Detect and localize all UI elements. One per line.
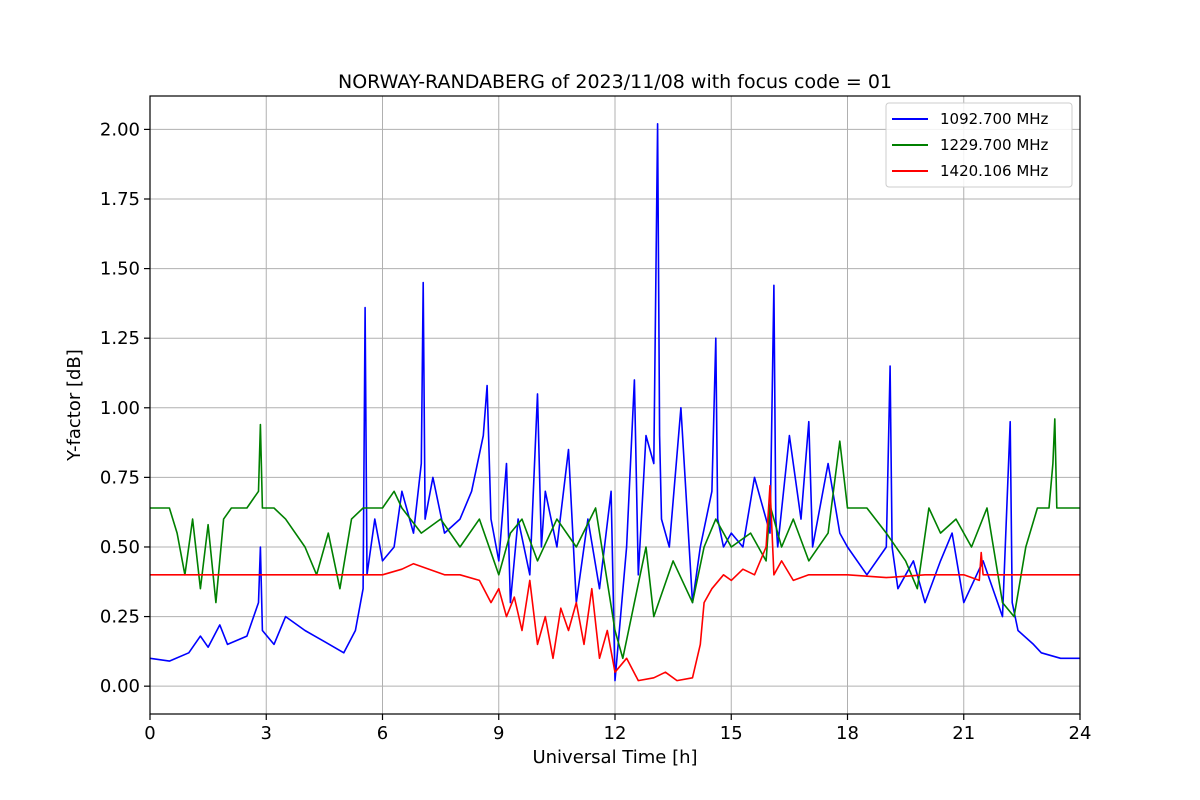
legend: 1092.700 MHz 1229.700 MHz 1420.106 MHz — [885, 102, 1073, 188]
x-tick-label: 24 — [1069, 723, 1092, 744]
legend-box — [885, 102, 1073, 188]
x-tick-label: 15 — [720, 723, 743, 744]
y-tick-label: 1.25 — [100, 328, 140, 349]
x-axis-ticks: 0 3 6 9 12 15 18 21 24 — [144, 714, 1091, 744]
y-tick-label: 0.25 — [100, 607, 140, 628]
x-axis-label: Universal Time [h] — [532, 747, 697, 768]
series-line-2 — [150, 418, 1080, 660]
y-tick-label: 1.00 — [100, 398, 140, 419]
y-axis-ticks: 0.00 0.25 0.50 0.75 1.00 1.25 1.50 1.75 2.00 — [100, 119, 150, 697]
legend-label: 1092.700 MHz — [940, 110, 1049, 128]
x-tick-label: 12 — [604, 723, 627, 744]
x-tick-label: 3 — [261, 723, 272, 744]
x-tick-label: 9 — [493, 723, 504, 744]
y-axis-label: Y-factor [dB] — [64, 349, 85, 462]
legend-label: 1229.700 MHz — [940, 136, 1049, 154]
y-tick-label: 0.50 — [100, 537, 140, 558]
x-tick-label: 6 — [377, 723, 388, 744]
series-line-1 — [150, 123, 1080, 682]
chart-title: NORWAY-RANDABERG of 2023/11/08 with focu… — [338, 71, 892, 93]
series-line-3 — [150, 484, 1080, 682]
y-tick-label: 2.00 — [100, 119, 140, 140]
y-tick-label: 0.00 — [100, 676, 140, 697]
x-tick-label: 18 — [836, 723, 859, 744]
x-tick-label: 0 — [144, 723, 155, 744]
y-tick-label: 0.75 — [100, 467, 140, 488]
y-tick-label: 1.50 — [100, 259, 140, 280]
y-tick-label: 1.75 — [100, 189, 140, 210]
x-tick-label: 21 — [952, 723, 975, 744]
series-lines — [150, 123, 1080, 682]
legend-label: 1420.106 MHz — [940, 162, 1049, 180]
